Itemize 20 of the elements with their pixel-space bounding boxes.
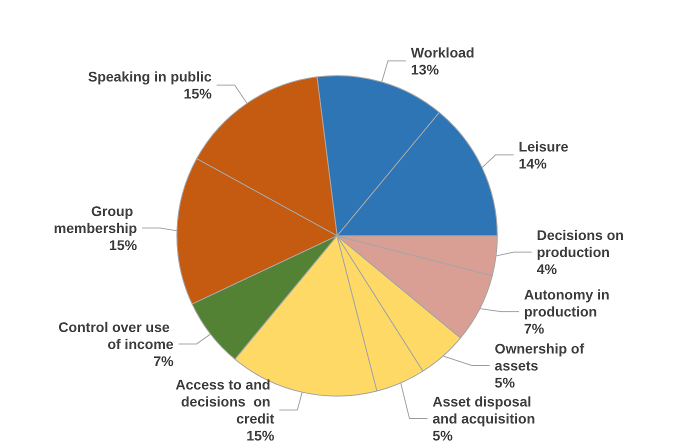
data-label: 5% (494, 374, 516, 390)
slice-label: Ownership of assets (494, 340, 588, 374)
slice-label: Decisions on production (536, 227, 628, 260)
slice-label: Speaking in public (88, 68, 212, 85)
slice-label: Control over use of income (58, 318, 174, 352)
slice-label: Group membership (54, 202, 138, 236)
data-label: 14% (518, 155, 548, 172)
data-label: 5% (432, 428, 454, 444)
data-label: 15% (109, 236, 138, 253)
slice-label: Asset disposal and acquisition (432, 394, 536, 426)
slice-label: Access to and decisions on credit (176, 376, 275, 426)
data-label: 7% (524, 320, 545, 337)
data-label: 15% (246, 428, 275, 444)
slice-label: Leisure (518, 138, 569, 154)
slice-label: Autonomy in production (524, 286, 614, 320)
data-label: 15% (184, 86, 212, 102)
data-label: 13% (410, 61, 440, 78)
data-label: 7% (153, 352, 174, 369)
slice-label: Workload (410, 44, 474, 60)
data-label: 4% (536, 261, 558, 278)
